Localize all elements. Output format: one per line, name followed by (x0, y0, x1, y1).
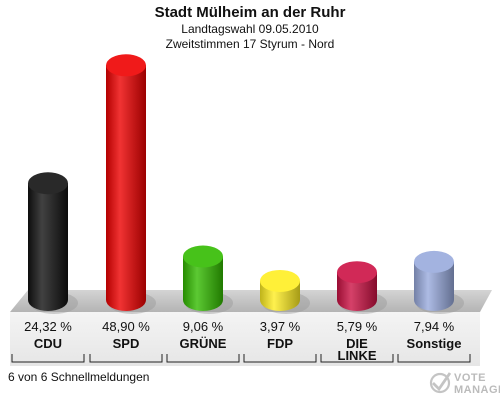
category-bracket-gr-ne (166, 354, 240, 363)
value-label-sonstige: 7,94 % (414, 319, 455, 334)
bar-body-sonstige (414, 261, 454, 311)
value-label-spd: 48,90 % (102, 319, 150, 334)
bar-cdu (28, 172, 78, 314)
category-label-die-linke-1: DIE (346, 336, 368, 351)
category-label-fdp: FDP (267, 336, 293, 351)
value-label-die-linke: 5,79 % (337, 319, 378, 334)
chart-subtitle-election: Landtagswahl 09.05.2010 (181, 22, 319, 36)
bar-top-cdu (28, 172, 68, 195)
reporting-status: 6 von 6 Schnellmeldungen (8, 370, 149, 384)
bar-fdp (260, 269, 310, 314)
bar-group (28, 54, 464, 314)
bar-body-spd (106, 65, 146, 311)
label-group: 24,32 % CDU 48,90 % SPD 9,06 % GRÜNE 3,97 % FDP… (11, 319, 471, 363)
category-label-sonstige: Sonstige (407, 336, 462, 351)
bar-top-sonstige (414, 250, 454, 273)
logo-text-vote: VOTE (454, 372, 486, 384)
bar-body-die-linke (337, 272, 377, 311)
bar-gr-ne (183, 245, 233, 314)
bar-sonstige (414, 250, 464, 314)
category-label-gr-ne: GRÜNE (180, 336, 227, 351)
bar-die-linke (337, 261, 387, 314)
category-label-cdu: CDU (34, 336, 62, 351)
vote-manager-logo: VOTE MANAGER (429, 372, 500, 396)
chart-subtitle-district: Zweitstimmen 17 Styrum - Nord (166, 37, 335, 51)
bar-spd (106, 54, 156, 314)
category-bracket-die-linke (320, 354, 394, 363)
value-label-fdp: 3,97 % (260, 319, 301, 334)
bar-body-cdu (28, 183, 68, 311)
category-label-spd: SPD (113, 336, 140, 351)
value-label-cdu: 24,32 % (24, 319, 72, 334)
bar-top-gr-ne (183, 245, 223, 268)
bar-top-die-linke (337, 261, 377, 284)
category-bracket-sonstige (397, 354, 471, 363)
bar-top-spd (106, 54, 146, 77)
chart-base (10, 312, 480, 366)
logo-text-manager: MANAGER (454, 384, 500, 396)
category-bracket-spd (89, 354, 163, 363)
bar-body-gr-ne (183, 256, 223, 311)
chart-title: Stadt Mülheim an der Ruhr (155, 4, 346, 21)
category-bracket-fdp (243, 354, 317, 363)
category-bracket-cdu (11, 354, 85, 363)
category-label-die-linke-2: LINKE (338, 348, 377, 363)
value-label-gr-ne: 9,06 % (183, 319, 224, 334)
bar-top-fdp (260, 269, 300, 292)
